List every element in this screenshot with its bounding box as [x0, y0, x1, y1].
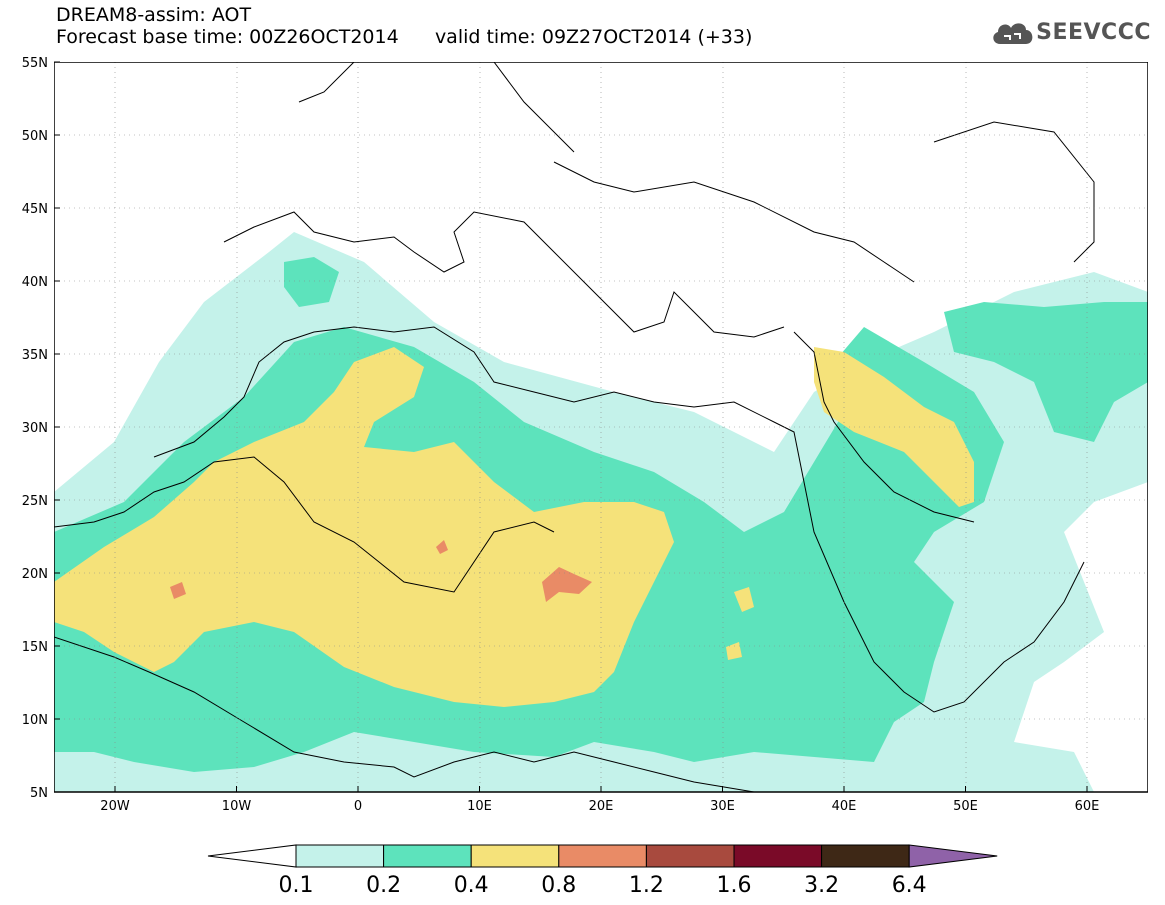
colorbar: 0.1 0.2 0.4 0.8 1.2 1.6 3.2 6.4 — [207, 844, 998, 898]
cloud-icon — [993, 23, 1033, 44]
lon-label: 20E — [589, 799, 614, 814]
lon-label: 20W — [100, 799, 130, 814]
lat-label: 20N — [22, 567, 48, 582]
aot-contour-0.8 — [170, 540, 592, 602]
colorbar-label: 0.1 — [279, 873, 314, 898]
colorbar-box — [295, 844, 385, 868]
colorbar-label: 1.2 — [629, 873, 664, 898]
lon-label: 10W — [222, 799, 252, 814]
lon-label: 10E — [467, 799, 492, 814]
colorbar-label: 0.8 — [541, 873, 576, 898]
lon-label: 40E — [832, 799, 857, 814]
colorbar-label: 0.4 — [454, 873, 489, 898]
base-time: Forecast base time: 00Z26OCT2014 — [56, 26, 399, 48]
lat-label: 30N — [22, 421, 48, 436]
time-info: Forecast base time: 00Z26OCT2014 valid t… — [56, 26, 752, 48]
map-axes: 55N 50N 45N 40N 35N 30N 25N 20N 15N 10N 5N 20W 10W 0… — [22, 56, 1100, 814]
lat-label: 45N — [22, 202, 48, 217]
lon-label: 0 — [354, 799, 362, 814]
colorbar-box — [558, 844, 647, 868]
lat-label: 10N — [22, 713, 48, 728]
lat-label: 5N — [30, 786, 48, 801]
colorbar-box — [733, 844, 823, 868]
map-title: DREAM8-assim: AOT — [56, 4, 252, 26]
lon-label: 60E — [1075, 799, 1100, 814]
colorbar-label: 6.4 — [892, 873, 927, 898]
lon-label: 50E — [953, 799, 978, 814]
longitude-labels: 20W 10W 0 10E 20E 30E 40E 50E 60E — [100, 786, 1099, 814]
colorbar-low-arrow — [207, 844, 297, 868]
lat-label: 25N — [22, 494, 48, 509]
lat-label: 35N — [22, 348, 48, 363]
logo-text: SEEVCCC — [1036, 19, 1151, 45]
colorbar-label: 1.6 — [717, 873, 752, 898]
lat-label: 55N — [22, 56, 48, 71]
colorbar-label: 3.2 — [804, 873, 839, 898]
colorbar-label: 0.2 — [366, 873, 401, 898]
seevccc-logo: SEEVCCC — [990, 18, 1151, 46]
colorbar-box — [821, 844, 910, 868]
coastlines — [54, 62, 1095, 792]
colorbar-box — [645, 844, 735, 868]
aot-map — [54, 62, 1148, 793]
lat-label: 50N — [22, 129, 48, 144]
lat-label: 40N — [22, 275, 48, 290]
colorbar-box — [470, 844, 560, 868]
lat-label: 15N — [22, 640, 48, 655]
map-gridlines — [54, 62, 1148, 792]
latitude-labels: 55N 50N 45N 40N 35N 30N 25N 20N 15N 10N 5N — [22, 56, 60, 801]
colorbar-box — [383, 844, 472, 868]
valid-time: valid time: 09Z27OCT2014 (+33) — [434, 26, 753, 48]
lon-label: 30E — [710, 799, 735, 814]
colorbar-high-arrow — [908, 844, 998, 868]
